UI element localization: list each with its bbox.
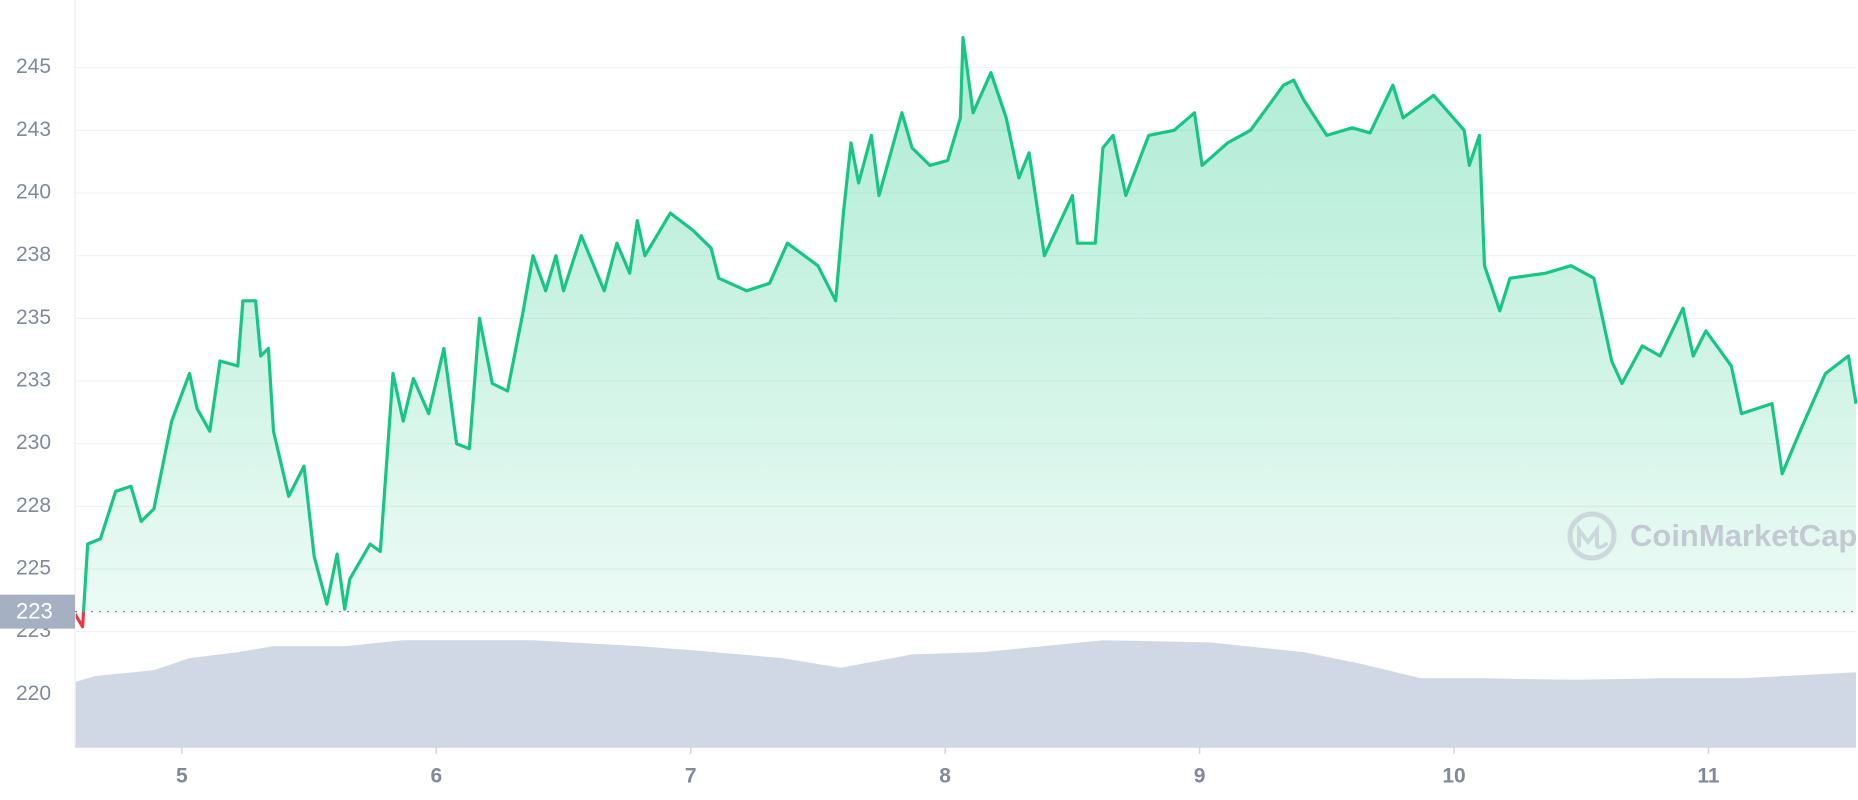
price-area	[83, 37, 1856, 612]
x-tick-label: 9	[1194, 765, 1206, 788]
y-tick-label: 240	[16, 181, 51, 204]
y-tick-label: 225	[16, 557, 51, 580]
y-tick-label: 238	[16, 243, 51, 266]
x-tick-label: 5	[176, 765, 188, 788]
y-tick-label: 235	[16, 306, 51, 329]
y-tick-label: 230	[16, 431, 51, 454]
y-tick-label: 228	[16, 494, 51, 517]
x-tick-label: 8	[939, 765, 951, 788]
price-line	[81, 36, 1858, 612]
x-tick-label: 10	[1442, 765, 1465, 788]
y-tick-label: 233	[16, 369, 51, 392]
y-tick-label: 220	[16, 682, 51, 705]
x-tick-label: 6	[430, 765, 442, 788]
reference-badge	[0, 594, 75, 629]
y-tick-label: 245	[16, 55, 51, 78]
reference-label: 223	[16, 598, 53, 623]
watermark-logo	[1567, 511, 1617, 561]
plot	[73, 36, 1858, 747]
volume-area	[75, 640, 1856, 747]
y-tick-label: 243	[16, 118, 51, 141]
x-tick-label: 7	[685, 765, 697, 788]
x-tick-label: 11	[1697, 765, 1720, 788]
watermark: CoinMarketCap	[1630, 518, 1857, 553]
